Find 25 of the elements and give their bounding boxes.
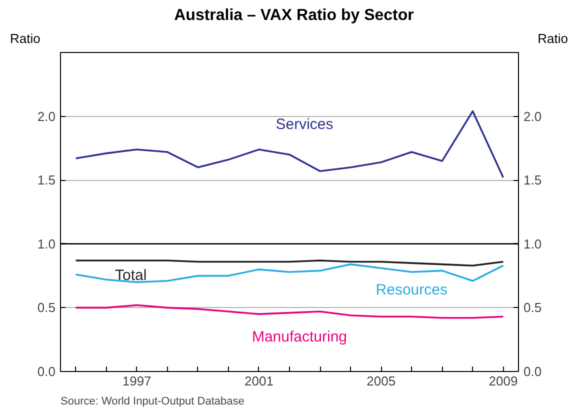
- y-tick-label: 0.0: [37, 364, 56, 379]
- series-label: Manufacturing: [252, 328, 348, 346]
- series-label: Services: [276, 116, 334, 134]
- y-tick-label: 1.0: [37, 236, 56, 252]
- x-tick-label: 1997: [122, 374, 152, 388]
- y2-tick-label: 2.0: [524, 108, 542, 124]
- line-series: [74, 304, 504, 319]
- y2-axis-title: Ratio: [538, 30, 568, 48]
- series-label: Total: [114, 266, 147, 284]
- y2-tick-label: 0.0: [524, 364, 542, 379]
- x-tick-label: 2005: [366, 374, 396, 388]
- y-tick-label: 2.0: [37, 108, 56, 124]
- source-note: Source: World Input-Output Database: [60, 396, 244, 408]
- chart-title: Australia – VAX Ratio by Sector: [174, 6, 414, 26]
- y2-tick-label: 1.5: [524, 172, 542, 188]
- y-tick-label: 0.5: [37, 300, 56, 316]
- y2-tick-label: 0.5: [524, 300, 542, 316]
- x-tick-label: 2001: [244, 374, 274, 388]
- series-label: Resources: [376, 281, 448, 298]
- line-series: [74, 110, 504, 178]
- y-tick-label: 1.5: [37, 172, 56, 188]
- y2-tick-label: 1.0: [524, 236, 542, 252]
- x-tick-label: 2009: [488, 374, 518, 388]
- y-axis-title: Ratio: [10, 30, 40, 48]
- line-series: [74, 263, 504, 284]
